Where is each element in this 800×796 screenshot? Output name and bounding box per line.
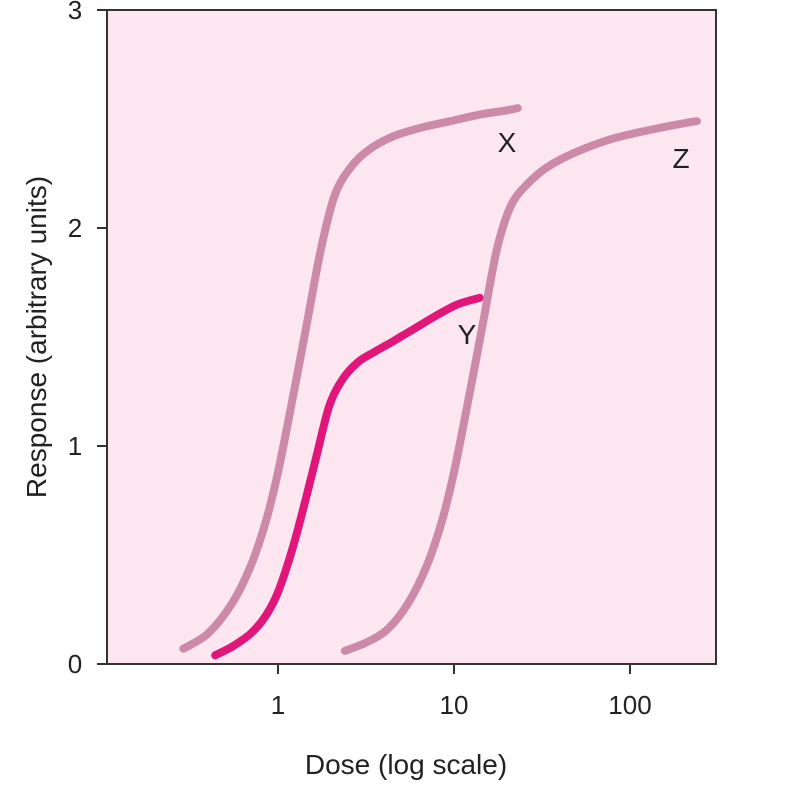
series-line-z xyxy=(340,117,701,655)
plot-area xyxy=(106,9,717,665)
x-axis-ticks: 1 10 100 xyxy=(271,664,652,720)
y-axis-title: Response (arbitrary units) xyxy=(21,176,52,498)
series-label-z: Z xyxy=(672,143,689,174)
y-axis-ticks: 0 1 2 3 xyxy=(68,0,107,679)
y-tick-label: 0 xyxy=(68,649,82,679)
series-labels: X Y Z xyxy=(458,127,690,350)
series-lines xyxy=(179,104,701,660)
x-axis-title: Dose (log scale) xyxy=(305,749,507,780)
series-label-y: Y xyxy=(458,319,477,350)
x-tick-label: 10 xyxy=(440,690,469,720)
series-line-y xyxy=(211,293,484,660)
x-tick-label: 1 xyxy=(271,690,285,720)
series-line-x xyxy=(179,104,522,653)
y-tick-label: 2 xyxy=(68,213,82,243)
x-tick-label: 100 xyxy=(608,690,651,720)
y-tick-label: 3 xyxy=(68,0,82,25)
series-label-x: X xyxy=(498,127,517,158)
y-tick-label: 1 xyxy=(68,431,82,461)
